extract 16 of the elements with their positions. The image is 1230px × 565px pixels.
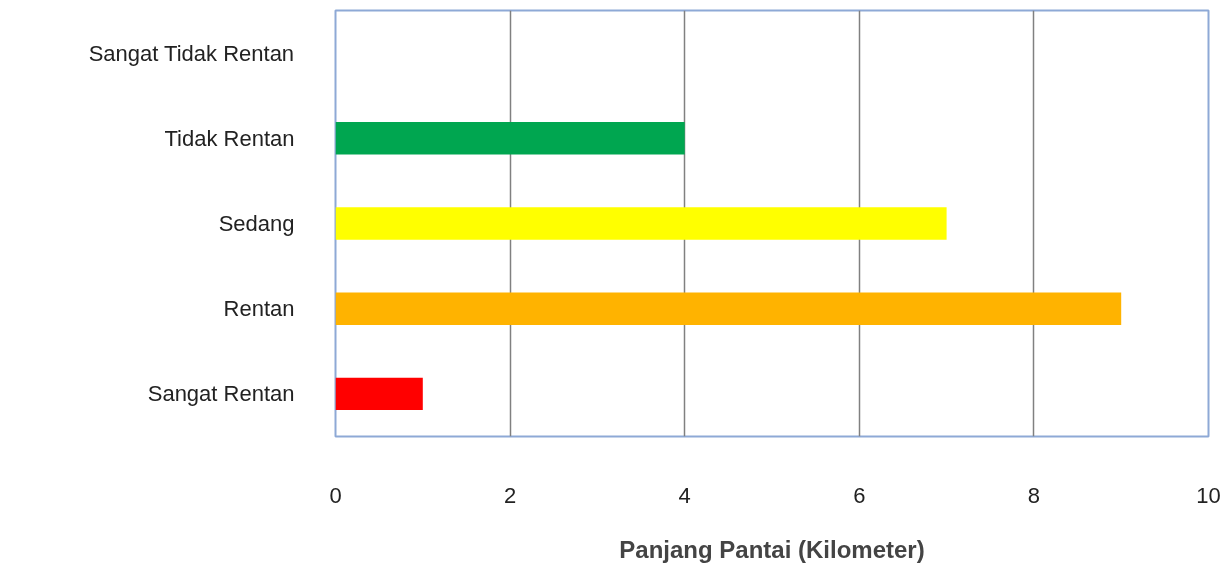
y-tick-label: Sangat Rentan [147, 381, 295, 407]
bar [335, 377, 423, 411]
x-tick-label: 8 [1027, 482, 1041, 508]
y-tick-label: Rentan [223, 296, 295, 322]
x-tick-label: 2 [503, 482, 517, 508]
y-tick-label: Tidak Rentan [164, 125, 295, 151]
bar [335, 292, 1122, 325]
x-tick-label: 4 [678, 482, 691, 508]
y-tick-label: Sangat Tidak Rentan [88, 40, 295, 66]
y-tick-label: Sedang [218, 211, 295, 236]
x-tick-label: 10 [1196, 482, 1221, 508]
x-axis-title: Panjang Pantai (Kilometer) [619, 535, 925, 563]
x-tick-label: 6 [853, 482, 866, 508]
x-tick-label: 0 [329, 482, 342, 508]
bar [335, 207, 947, 240]
bar [335, 122, 685, 155]
